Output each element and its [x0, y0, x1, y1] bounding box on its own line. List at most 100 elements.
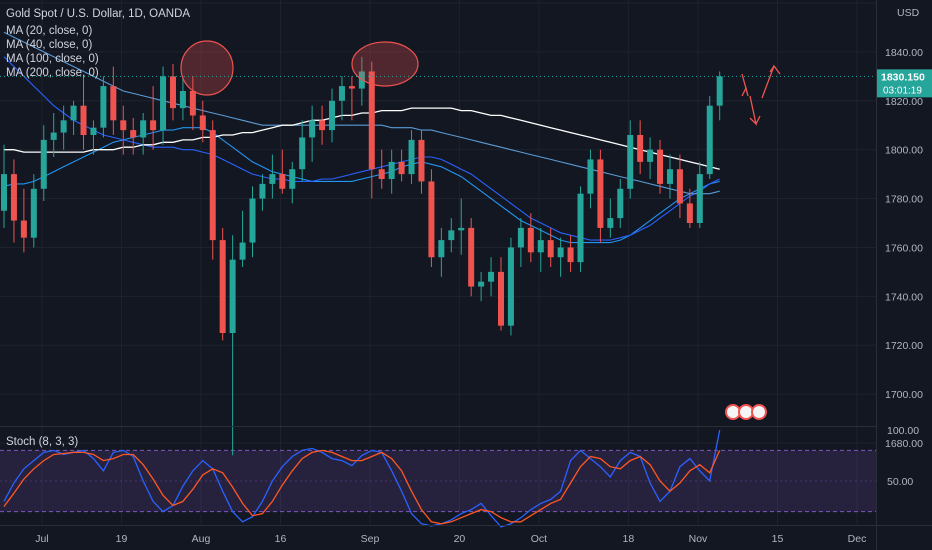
candle-body — [507, 247, 514, 326]
ma40-legend[interactable]: MA (40, close, 0) — [6, 39, 92, 51]
countdown-timer: 03:01:19 — [883, 85, 922, 96]
candle — [90, 120, 97, 155]
candle — [269, 154, 276, 199]
candle-body — [20, 220, 27, 238]
candle — [100, 76, 107, 138]
candle-body — [597, 159, 604, 228]
candle-body — [249, 198, 256, 243]
candle — [666, 154, 673, 199]
stoch-k-line — [3, 429, 721, 528]
candle-body — [557, 247, 564, 258]
candle — [716, 71, 723, 121]
candle-body — [448, 230, 455, 241]
candle-body — [1, 174, 7, 211]
price-tick-label: 1740.00 — [885, 291, 923, 303]
candle-body — [319, 120, 326, 131]
candle — [567, 235, 574, 272]
stoch-legend[interactable]: Stoch (8, 3, 3) — [6, 436, 78, 448]
candle-body — [408, 139, 415, 175]
candle — [1, 144, 7, 228]
last-price-label: 1830.150 03:01:19 — [877, 69, 932, 98]
candle-body — [160, 76, 167, 131]
candle — [348, 76, 355, 121]
candle — [229, 235, 236, 456]
candle — [577, 186, 584, 272]
price-tick-label: 1760.00 — [885, 242, 923, 254]
candle — [150, 86, 157, 150]
candle — [319, 105, 326, 145]
candle-body — [179, 91, 186, 109]
stoch-d-line — [3, 449, 721, 525]
candle — [696, 161, 703, 228]
candle-body — [90, 127, 97, 135]
candle — [50, 113, 57, 157]
price-tick-label: 1700.00 — [885, 389, 923, 401]
candle — [169, 64, 176, 121]
candle — [657, 139, 664, 194]
ma20-legend[interactable]: MA (20, close, 0) — [6, 25, 92, 37]
candle-body — [259, 183, 266, 199]
event-flag-icon[interactable] — [725, 404, 767, 420]
candle — [537, 227, 544, 272]
candle — [30, 174, 37, 248]
candle-body — [458, 227, 465, 231]
candle — [219, 227, 226, 341]
candle — [627, 120, 634, 199]
time-tick-label: Dec — [848, 533, 867, 545]
ma100-legend[interactable]: MA (100, close, 0) — [6, 53, 99, 65]
candle-body — [110, 86, 117, 121]
candle-body — [120, 120, 127, 131]
candle-body — [666, 169, 673, 184]
time-tick-label: 18 — [623, 533, 635, 545]
candle-body — [309, 120, 316, 138]
candle-body — [199, 115, 206, 131]
candle — [498, 257, 504, 331]
price-tick-label: 1820.00 — [885, 96, 923, 108]
candle-body — [577, 193, 584, 263]
candle — [388, 149, 395, 194]
highlight-ellipse-right — [351, 41, 419, 87]
arrow-down-2 — [749, 95, 761, 127]
price-tick-label: 1720.00 — [885, 340, 923, 352]
candle-body — [547, 240, 554, 258]
candle-body — [716, 76, 723, 106]
price-tick-label: 1800.00 — [885, 145, 923, 157]
candle — [120, 105, 127, 155]
candle-body — [647, 149, 654, 162]
stoch-tick-label: 50.00 — [887, 476, 913, 488]
candle-body — [637, 135, 644, 162]
candle-body — [627, 135, 634, 189]
candle — [637, 120, 644, 175]
time-tick-label: Jul — [35, 533, 48, 545]
candle — [110, 66, 117, 135]
ma200-legend[interactable]: MA (200, close, 0) — [6, 67, 99, 79]
time-tick-label: 16 — [275, 533, 287, 545]
candle-body — [696, 174, 703, 223]
candle-body — [219, 240, 226, 333]
candle-body — [229, 259, 236, 333]
arrow-down-1 — [741, 73, 749, 97]
candle-body — [338, 86, 345, 101]
candle — [70, 100, 77, 135]
candle — [527, 213, 534, 263]
price-axis[interactable]: 1680.00 1700.00 1720.00 1740.00 1760.00 1780.… — [885, 47, 923, 450]
candle — [597, 149, 604, 243]
candle-body — [279, 174, 286, 189]
candle — [398, 149, 405, 182]
time-axis[interactable]: Jul 19 Aug 16 Sep 20 Oct 18 Nov 15 Dec — [35, 533, 866, 545]
candle-body — [239, 242, 246, 260]
candle-body — [686, 203, 693, 223]
stochastic-lines — [3, 429, 721, 528]
price-tick-label: 1780.00 — [885, 194, 923, 206]
candle-body — [567, 247, 574, 263]
candle — [617, 179, 624, 228]
candle-body — [706, 105, 713, 175]
candle-body — [30, 188, 37, 238]
candle-body — [438, 240, 445, 258]
candle-body — [40, 139, 47, 189]
candle — [428, 169, 435, 267]
candle-body — [100, 86, 107, 128]
stoch-axis[interactable]: 100.00 50.00 — [887, 425, 919, 488]
currency-label: USD — [897, 7, 920, 19]
